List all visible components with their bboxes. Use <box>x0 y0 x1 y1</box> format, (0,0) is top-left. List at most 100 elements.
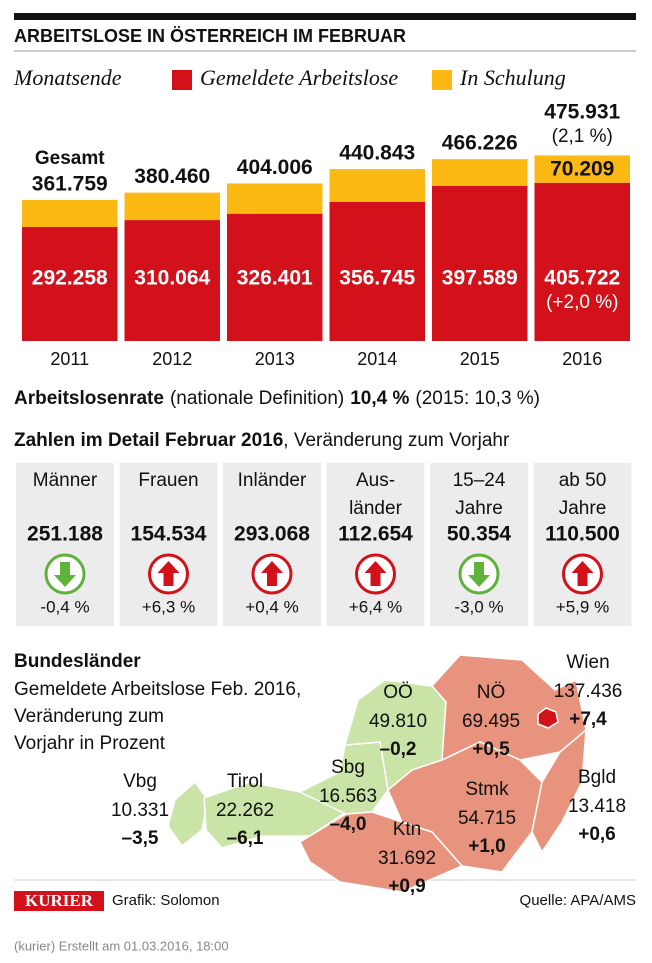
trend-arrow <box>157 561 180 586</box>
source: Quelle: APA/AMS <box>520 892 636 909</box>
trend-arrow <box>571 561 594 586</box>
x-tick-label: 2011 <box>50 349 89 369</box>
region-change: –0,2 <box>380 739 417 760</box>
logo-box <box>14 891 104 911</box>
credit: Grafik: Solomon <box>112 892 220 909</box>
region-name: Bgld <box>578 767 616 788</box>
details-title: Zahlen im Detail Februar 2016 <box>14 430 283 451</box>
region-name: Ktn <box>393 819 422 840</box>
region-value: 69.495 <box>462 711 520 732</box>
detail-box <box>119 463 218 626</box>
x-tick-label: 2016 <box>562 349 602 369</box>
region-change: +0,6 <box>578 824 616 845</box>
value-label: 397.589 <box>442 267 518 290</box>
detail-box <box>223 463 321 626</box>
trend-arrow <box>364 561 387 586</box>
bar-segment <box>227 183 323 214</box>
bar-segment <box>22 227 118 341</box>
legend-label: In Schulung <box>459 65 566 90</box>
bar-segment <box>329 201 425 341</box>
region <box>167 780 209 848</box>
bar-segment <box>534 155 630 183</box>
legend-swatch <box>172 70 192 90</box>
detail-box <box>16 463 114 626</box>
region-change: –6,1 <box>227 828 264 849</box>
detail-label: Männer <box>33 470 98 491</box>
bar-segment <box>329 169 425 202</box>
region-change: –3,5 <box>122 828 159 849</box>
bar-segment <box>124 192 220 221</box>
detail-change: +6,3 % <box>142 597 195 616</box>
detail-box <box>326 463 425 626</box>
map-subtitle: Gemeldete Arbeitslose Feb. 2016, <box>14 679 301 700</box>
region <box>299 811 464 893</box>
bar-segment <box>227 213 323 341</box>
region-change: +0,9 <box>388 876 426 897</box>
legend-title: Monatsende <box>13 65 122 90</box>
region-value: 13.418 <box>568 796 626 817</box>
title: ARBEITSLOSE IN ÖSTERREICH IM FEBRUAR <box>14 26 406 46</box>
detail-value: 251.188 <box>27 523 103 546</box>
trend-arrow <box>261 561 283 586</box>
map-subtitle: Vorjahr in Prozent <box>14 733 166 754</box>
value-label: 292.258 <box>32 267 108 290</box>
region-value: 54.715 <box>458 808 516 829</box>
region-name: NÖ <box>477 682 506 703</box>
region-value: 22.262 <box>216 800 274 821</box>
detail-change: -3,0 % <box>454 597 503 616</box>
total-note: (2,1 %) <box>552 126 613 147</box>
total-label: 361.759 <box>32 172 108 195</box>
total-label: 440.843 <box>339 142 415 165</box>
bar-segment <box>534 182 630 341</box>
region-change: +7,4 <box>569 709 607 730</box>
bar-segment <box>432 185 528 341</box>
detail-box <box>533 463 632 626</box>
map-subtitle: Veränderung zum <box>14 706 164 727</box>
region-name: Wien <box>566 652 609 673</box>
created: (kurier) Erstellt am 01.03.2016, 18:00 <box>14 938 229 953</box>
detail-label: Aus- <box>356 470 395 491</box>
detail-label: Jahre <box>455 498 503 519</box>
logo: KURIER <box>25 891 94 910</box>
top-bar <box>14 13 636 20</box>
detail-label: länder <box>349 498 402 519</box>
rate-line: Arbeitslosenrate (nationale Definition) 10… <box>14 388 540 409</box>
detail-change: +5,9 % <box>556 597 609 616</box>
region-value: 31.692 <box>378 848 436 869</box>
region-value: 137.436 <box>554 681 623 702</box>
x-tick-label: 2013 <box>255 349 295 369</box>
trend-arrow <box>468 562 490 587</box>
region-value: 49.810 <box>369 711 427 732</box>
x-tick-label: 2015 <box>460 349 500 369</box>
region-name: OÖ <box>383 682 413 703</box>
bar-segment <box>432 159 528 186</box>
detail-value: 293.068 <box>234 523 310 546</box>
rate-previous: (2015: 10,3 %) <box>415 388 540 409</box>
detail-value: 154.534 <box>131 523 207 546</box>
total-label: 380.460 <box>134 165 210 188</box>
x-tick-label: 2012 <box>152 349 192 369</box>
value-label: 356.745 <box>339 267 415 290</box>
detail-change: -0,4 % <box>40 597 89 616</box>
region <box>531 728 587 854</box>
total-title: Gesamt <box>35 148 105 169</box>
legend-swatch <box>432 70 452 90</box>
rate-label: Arbeitslosenrate <box>14 388 164 409</box>
region-name: Stmk <box>465 779 509 800</box>
value-label: 310.064 <box>134 267 210 290</box>
rate-value: 10,4 % <box>350 388 409 409</box>
detail-box <box>430 463 528 626</box>
detail-value: 110.500 <box>545 523 620 546</box>
rate-definition: (nationale Definition) <box>170 388 344 409</box>
map-title: Bundesländer <box>14 651 141 672</box>
detail-label: ab 50 <box>559 470 607 491</box>
total-label: 404.006 <box>237 156 313 179</box>
detail-label: Frauen <box>138 470 198 491</box>
region-value: 16.563 <box>319 786 377 807</box>
region-name: Sbg <box>331 757 365 778</box>
total-label: 475.931 <box>544 101 620 124</box>
detail-change: +6,4 % <box>349 597 402 616</box>
value-label: 405.722 <box>544 267 620 290</box>
details-subtitle: , Veränderung zum Vorjahr <box>283 430 510 451</box>
